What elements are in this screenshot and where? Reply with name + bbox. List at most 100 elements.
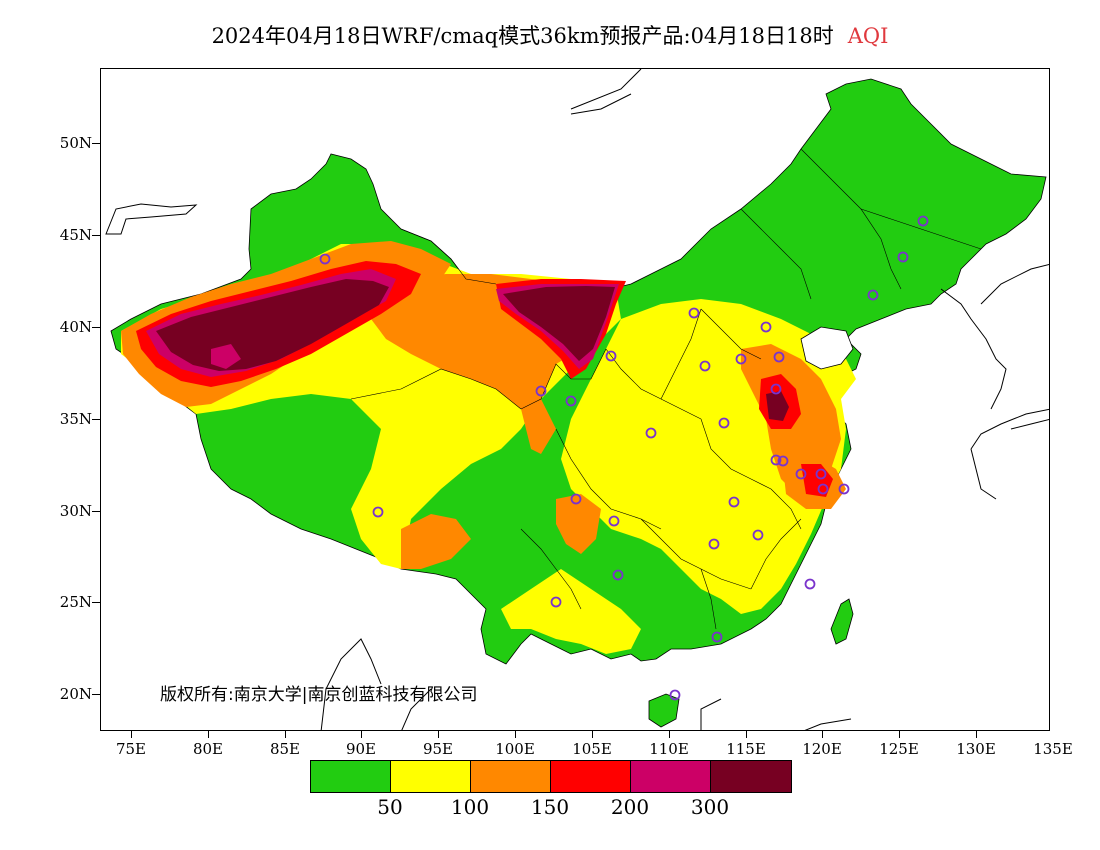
station-marker bbox=[550, 596, 562, 608]
lat-label-40n: 40N bbox=[59, 318, 92, 336]
neighbor-coastlines bbox=[105, 69, 1049, 730]
station-marker bbox=[804, 578, 816, 590]
zone-yellow-south bbox=[501, 569, 641, 654]
station-marker bbox=[699, 360, 711, 372]
bohai-sea bbox=[800, 326, 854, 370]
lat-tick bbox=[92, 511, 100, 512]
station-marker bbox=[711, 631, 723, 643]
lat-tick bbox=[92, 419, 100, 420]
zone-maroon-shandong bbox=[766, 391, 789, 421]
station-marker bbox=[565, 395, 577, 407]
station-markers bbox=[319, 215, 929, 701]
station-marker bbox=[770, 454, 782, 466]
title-main: 2024年04月18日WRF/cmaq模式36km预报产品:04月18日18时 bbox=[211, 24, 834, 48]
station-marker bbox=[777, 455, 789, 467]
lon-label-135e: 135E bbox=[1033, 740, 1073, 758]
station-marker bbox=[897, 251, 909, 263]
lon-tick bbox=[285, 731, 286, 738]
lat-tick bbox=[92, 694, 100, 695]
station-marker bbox=[645, 427, 657, 439]
lat-label-25n: 25N bbox=[59, 593, 92, 611]
lat-tick bbox=[92, 327, 100, 328]
title-variable: AQI bbox=[847, 24, 889, 48]
lat-tick bbox=[92, 235, 100, 236]
station-marker bbox=[867, 289, 879, 301]
map-title: 2024年04月18日WRF/cmaq模式36km预报产品:04月18日18时 A… bbox=[0, 20, 1100, 50]
lon-tick bbox=[438, 731, 439, 738]
station-marker bbox=[319, 253, 331, 265]
lat-label-50n: 50N bbox=[59, 134, 92, 152]
station-marker bbox=[570, 493, 582, 505]
lat-label-20n: 20N bbox=[59, 685, 92, 703]
province-boundaries bbox=[350, 148, 982, 630]
station-marker bbox=[735, 353, 747, 365]
station-marker bbox=[608, 515, 620, 527]
station-marker bbox=[612, 569, 624, 581]
station-marker bbox=[708, 538, 720, 550]
legend-swatch-unhealthy bbox=[551, 761, 631, 792]
station-marker bbox=[770, 383, 782, 395]
lon-label-115e: 115E bbox=[726, 740, 766, 758]
station-marker bbox=[817, 483, 829, 495]
station-marker bbox=[718, 417, 730, 429]
lat-label-45n: 45N bbox=[59, 226, 92, 244]
lon-tick bbox=[746, 731, 747, 738]
zone-orange-tibet bbox=[401, 514, 471, 569]
lon-tick bbox=[515, 731, 516, 738]
station-marker bbox=[669, 689, 681, 701]
legend-swatch-hazardous bbox=[711, 761, 791, 792]
lon-label-95e: 95E bbox=[422, 740, 454, 758]
zone-maroon-tarim bbox=[156, 279, 389, 371]
legend-label-150: 150 bbox=[530, 795, 570, 819]
station-marker bbox=[535, 385, 547, 397]
lat-tick bbox=[92, 143, 100, 144]
lon-label-105e: 105E bbox=[572, 740, 612, 758]
lon-label-120e: 120E bbox=[802, 740, 842, 758]
lon-label-130e: 130E bbox=[956, 740, 996, 758]
station-marker bbox=[752, 529, 764, 541]
aqi-map bbox=[105, 69, 1049, 730]
zone-magenta-spot bbox=[211, 344, 241, 369]
lon-label-75e: 75E bbox=[115, 740, 147, 758]
lon-tick bbox=[822, 731, 823, 738]
lon-tick bbox=[208, 731, 209, 738]
lon-label-110e: 110E bbox=[649, 740, 689, 758]
lat-label-35n: 35N bbox=[59, 410, 92, 428]
lon-label-85e: 85E bbox=[269, 740, 301, 758]
legend-swatch-moderate bbox=[391, 761, 471, 792]
legend-label-200: 200 bbox=[610, 795, 650, 819]
legend-swatch-very-unhealthy bbox=[631, 761, 711, 792]
zone-orange-sichuan bbox=[556, 494, 601, 554]
legend-label-300: 300 bbox=[690, 795, 730, 819]
station-marker bbox=[605, 350, 617, 362]
lon-tick bbox=[131, 731, 132, 738]
lon-label-80e: 80E bbox=[192, 740, 224, 758]
lon-tick bbox=[669, 731, 670, 738]
station-marker bbox=[917, 215, 929, 227]
lon-tick bbox=[899, 731, 900, 738]
legend-swatch-good bbox=[311, 761, 391, 792]
lon-tick bbox=[976, 731, 977, 738]
lon-tick bbox=[361, 731, 362, 738]
lon-tick bbox=[592, 731, 593, 738]
station-marker bbox=[795, 468, 807, 480]
aqi-legend bbox=[310, 760, 792, 793]
station-marker bbox=[773, 351, 785, 363]
station-marker bbox=[815, 468, 827, 480]
legend-label-50: 50 bbox=[377, 795, 403, 819]
legend-label-100: 100 bbox=[450, 795, 490, 819]
station-marker bbox=[838, 483, 850, 495]
lon-label-100e: 100E bbox=[495, 740, 535, 758]
lon-label-125e: 125E bbox=[879, 740, 919, 758]
zone-maroon-ordos bbox=[503, 286, 615, 361]
map-frame bbox=[100, 68, 1050, 731]
copyright-credit: 版权所有:南京大学|南京创蓝科技有限公司 bbox=[160, 685, 478, 705]
lat-tick bbox=[92, 602, 100, 603]
station-marker bbox=[760, 321, 772, 333]
taiwan-island bbox=[830, 598, 854, 645]
station-marker bbox=[728, 496, 740, 508]
station-marker bbox=[688, 307, 700, 319]
lat-label-30n: 30N bbox=[59, 502, 92, 520]
station-marker bbox=[372, 506, 384, 518]
lon-label-90e: 90E bbox=[345, 740, 377, 758]
